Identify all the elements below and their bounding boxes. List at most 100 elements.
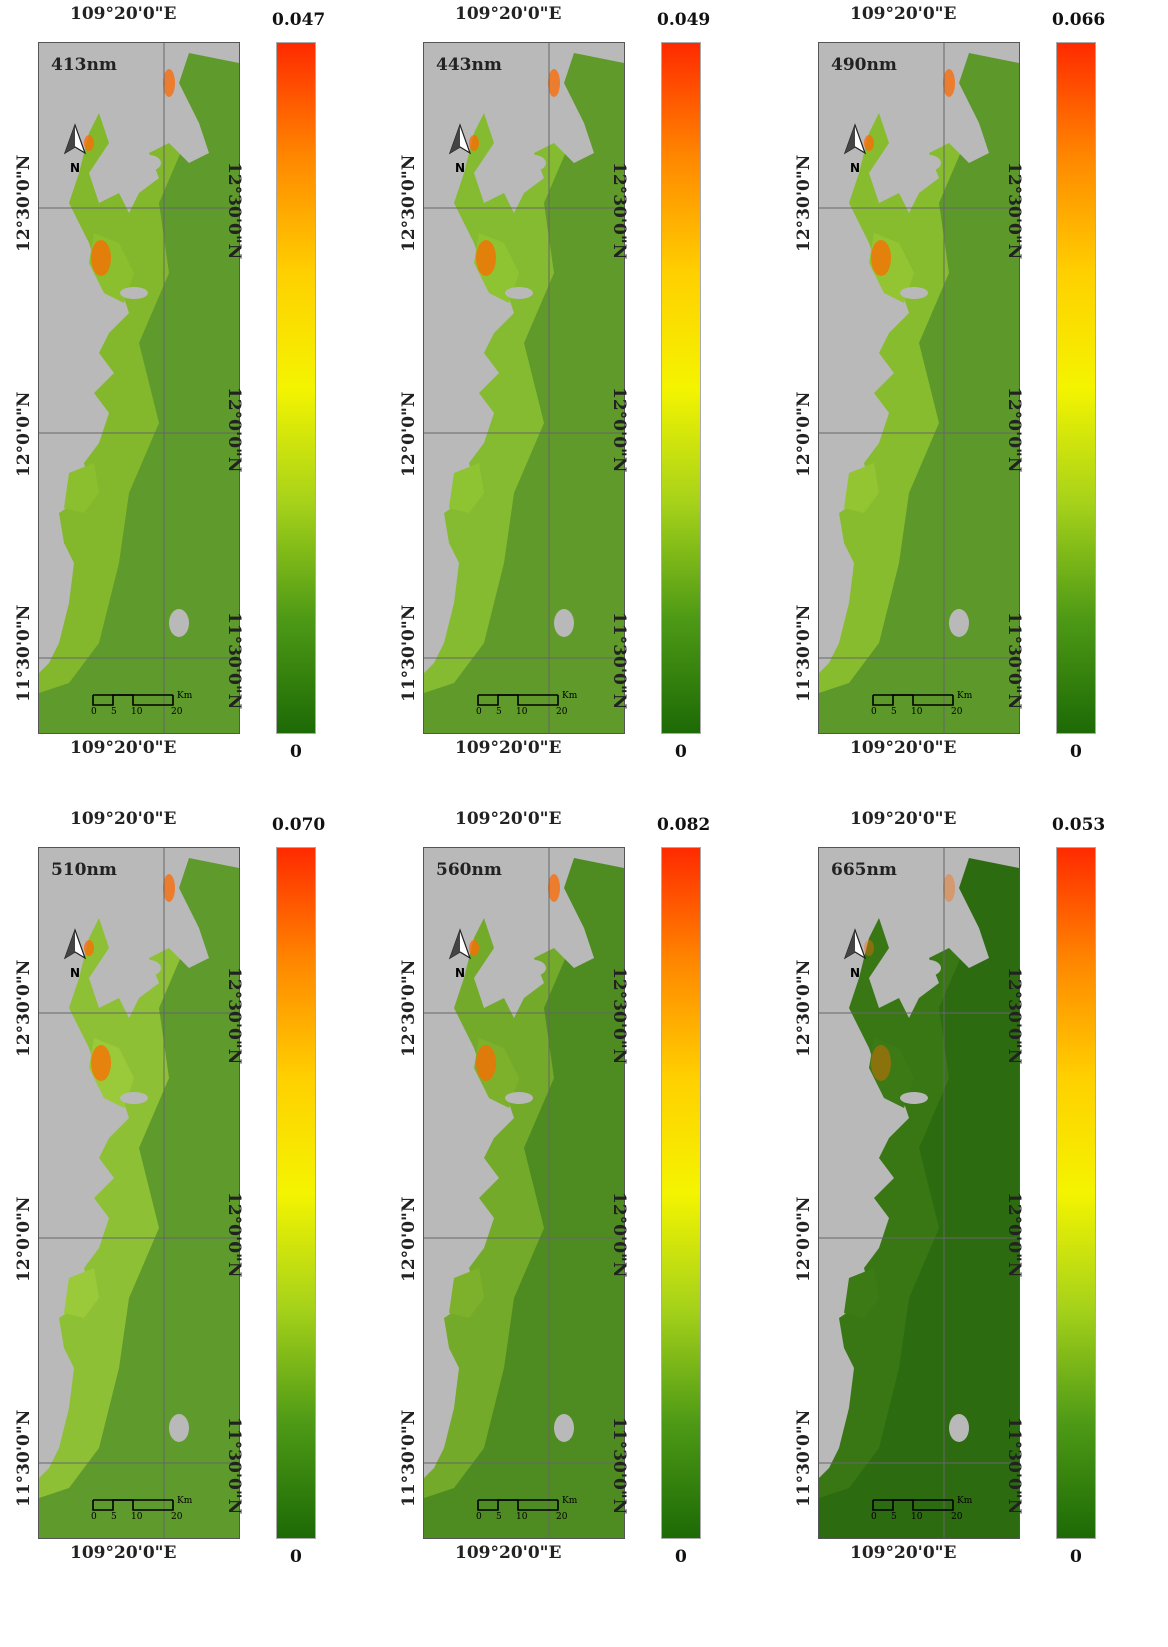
high-reflectance-patch xyxy=(476,1045,496,1081)
latitude-label-left: 11°30'0"N xyxy=(14,604,34,702)
scale-tick-label: 10 xyxy=(911,707,923,717)
longitude-label-bottom: 109°20'0"E xyxy=(70,738,177,758)
island xyxy=(917,960,941,976)
map-panel-665nm: 109°20'0"E 0.053 665nm N 0 5 10 20 Km 12°30'0"N 12… xyxy=(780,805,1140,1585)
colorbar xyxy=(276,847,316,1539)
band-label: 490nm xyxy=(831,55,897,75)
scale-tick-label: 0 xyxy=(91,707,97,717)
map-raster xyxy=(819,43,1019,733)
island xyxy=(169,1414,189,1442)
island xyxy=(900,287,928,299)
latitude-label-left: 11°30'0"N xyxy=(399,604,419,702)
high-reflectance-patch xyxy=(84,135,94,151)
colorbar-min-label: 0 xyxy=(290,1547,302,1567)
colorbar-max-label: 0.049 xyxy=(657,10,711,30)
high-reflectance-patch xyxy=(943,69,955,97)
scale-bar-ticks: 0 5 10 20 xyxy=(91,707,191,719)
island xyxy=(137,155,161,171)
island xyxy=(522,960,546,976)
colorbar-min-label: 0 xyxy=(1070,1547,1082,1567)
land-mask xyxy=(424,848,624,1478)
map-panel-490nm: 109°20'0"E 0.066 490nm N 0 5 10 20 Km 12°30'0"N 12… xyxy=(780,0,1140,780)
colorbar-max-label: 0.047 xyxy=(272,10,326,30)
longitude-label-top: 109°20'0"E xyxy=(850,4,957,24)
island xyxy=(121,88,157,108)
island xyxy=(949,609,969,637)
coastal-water xyxy=(819,43,969,693)
island xyxy=(949,1414,969,1442)
longitude-label-top: 109°20'0"E xyxy=(70,4,177,24)
latitude-label-right: 11°30'0"N xyxy=(609,1417,629,1515)
scale-bar: 0 5 10 20 Km xyxy=(91,1496,193,1524)
island xyxy=(120,1092,148,1104)
north-arrow-icon: N xyxy=(63,928,87,980)
longitude-label-bottom: 109°20'0"E xyxy=(850,1543,957,1563)
coastal-water xyxy=(424,43,574,693)
scale-unit: Km xyxy=(177,691,193,701)
island xyxy=(505,287,533,299)
longitude-label-bottom: 109°20'0"E xyxy=(850,738,957,758)
scale-tick-label: 10 xyxy=(131,1512,143,1522)
latitude-label-left: 11°30'0"N xyxy=(399,1409,419,1507)
high-reflectance-patch xyxy=(871,1045,891,1081)
island xyxy=(522,155,546,171)
island xyxy=(506,88,542,108)
latitude-label-right: 11°30'0"N xyxy=(1004,1417,1024,1515)
latitude-label-right: 11°30'0"N xyxy=(224,612,244,710)
scale-unit: Km xyxy=(562,691,578,701)
bay-water xyxy=(64,1268,99,1318)
high-reflectance-patch xyxy=(91,1045,111,1081)
longitude-label-top: 109°20'0"E xyxy=(455,809,562,829)
colorbar xyxy=(661,42,701,734)
island xyxy=(900,1092,928,1104)
colorbar-max-label: 0.066 xyxy=(1052,10,1106,30)
latitude-label-left: 12°30'0"N xyxy=(14,154,34,252)
scale-bar-ticks: 0 5 10 20 xyxy=(91,1512,191,1524)
latitude-label-left: 11°30'0"N xyxy=(14,1409,34,1507)
latitude-label-right: 12°30'0"N xyxy=(1004,967,1024,1065)
bay-water xyxy=(869,1038,914,1108)
land-mask xyxy=(424,43,624,673)
latitude-label-left: 12°30'0"N xyxy=(14,959,34,1057)
high-reflectance-patch xyxy=(163,69,175,97)
island xyxy=(137,960,161,976)
scale-bar-ticks: 0 5 10 20 xyxy=(871,707,971,719)
latitude-label-right: 11°30'0"N xyxy=(224,1417,244,1515)
reflectance-map: 413nm N 0 5 10 20 Km xyxy=(38,42,240,734)
map-panel-413nm: 109°20'0"E 0.047 413nm N 0 5 10 20 Km 12°30'0"N 12… xyxy=(0,0,360,780)
north-label: N xyxy=(849,966,861,980)
reflectance-map: 443nm N 0 5 10 20 Km xyxy=(423,42,625,734)
latitude-label-left: 12°30'0"N xyxy=(399,154,419,252)
latitude-label-left: 12°0'0"N xyxy=(794,1196,814,1282)
scale-tick-label: 0 xyxy=(871,707,877,717)
scale-tick-label: 10 xyxy=(516,707,528,717)
bay-water xyxy=(449,463,484,513)
island xyxy=(169,609,189,637)
map-raster xyxy=(39,848,239,1538)
north-arrow-icon: N xyxy=(843,123,867,175)
scale-unit: Km xyxy=(177,1496,193,1506)
high-reflectance-patch xyxy=(163,874,175,902)
latitude-label-right: 12°0'0"N xyxy=(1004,1192,1024,1278)
high-reflectance-patch xyxy=(943,874,955,902)
reflectance-map: 665nm N 0 5 10 20 Km xyxy=(818,847,1020,1539)
north-arrow-icon: N xyxy=(63,123,87,175)
scale-bar: 0 5 10 20 Km xyxy=(476,691,578,719)
map-raster xyxy=(819,848,1019,1538)
island xyxy=(506,893,542,913)
map-raster xyxy=(424,848,624,1538)
scale-unit: Km xyxy=(957,1496,973,1506)
scale-tick-label: 0 xyxy=(476,1512,482,1522)
colorbar-min-label: 0 xyxy=(290,742,302,762)
longitude-label-bottom: 109°20'0"E xyxy=(455,738,562,758)
island xyxy=(901,893,937,913)
map-raster xyxy=(424,43,624,733)
scale-tick-label: 20 xyxy=(951,707,963,717)
scale-tick-label: 20 xyxy=(556,1512,568,1522)
latitude-label-right: 12°30'0"N xyxy=(609,162,629,260)
latitude-label-right: 12°0'0"N xyxy=(224,1192,244,1278)
latitude-label-left: 12°0'0"N xyxy=(399,1196,419,1282)
north-label: N xyxy=(69,161,81,175)
island xyxy=(917,155,941,171)
bay-water xyxy=(64,463,99,513)
